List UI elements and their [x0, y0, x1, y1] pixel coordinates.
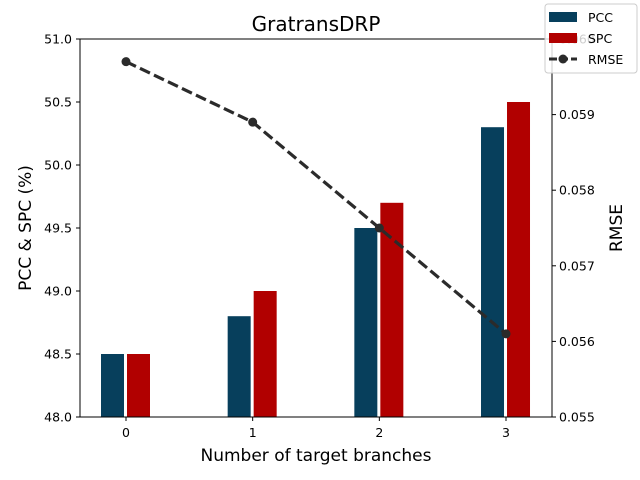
y2-axis-label: RMSE: [607, 204, 627, 252]
y2-tick-label-0.057: 0.057: [559, 258, 595, 273]
y2-tick-label-0.056: 0.056: [559, 334, 595, 349]
y-tick-label-48.5: 48.5: [44, 347, 72, 362]
rmse-line: [125, 60, 508, 336]
y-tick-label-51.0: 51.0: [44, 32, 72, 47]
bar-spc-0: [127, 354, 150, 417]
rmse-point-0: [121, 57, 131, 67]
bar-spc-3: [507, 102, 531, 417]
legend-swatch-pcc: [549, 12, 577, 22]
x-tick-label-3: 3: [502, 425, 510, 440]
bar-spc-2: [380, 202, 404, 417]
bar-pcc-0: [101, 354, 124, 417]
y-axis-left: 48.0 48.5 49.0 49.5 50.0 50.5 51.0: [44, 32, 80, 425]
bar-pcc-1: [227, 316, 251, 417]
legend: PCC SPC RMSE: [544, 3, 638, 74]
x-axis-label: Number of target branches: [201, 446, 432, 466]
chart-title: GratransDRP: [252, 12, 381, 36]
rmse-line-group: [121, 57, 511, 339]
bar-group: [101, 102, 531, 417]
x-tick-label-2: 2: [375, 425, 383, 440]
bar-spc-1: [253, 291, 277, 417]
x-axis: 0 1 2 3: [122, 417, 510, 440]
y-axis-label: PCC & SPC (%): [16, 165, 36, 291]
y-tick-label-49.0: 49.0: [44, 284, 72, 299]
y2-tick-label-0.059: 0.059: [559, 107, 595, 122]
legend-marker-rmse: [558, 54, 568, 64]
y2-tick-label-0.058: 0.058: [559, 183, 595, 198]
legend-label-pcc: PCC: [588, 10, 613, 25]
rmse-point-1: [248, 117, 258, 127]
rmse-point-3: [501, 329, 511, 339]
legend-label-rmse: RMSE: [588, 52, 623, 67]
x-tick-label-1: 1: [249, 425, 257, 440]
bar-pcc-3: [481, 127, 505, 417]
bar-pcc-2: [354, 228, 378, 417]
y-tick-label-50.0: 50.0: [44, 158, 72, 173]
x-tick-label-0: 0: [122, 425, 130, 440]
legend-swatch-spc: [549, 33, 577, 43]
y-tick-label-49.5: 49.5: [44, 221, 72, 236]
legend-label-spc: SPC: [588, 31, 612, 46]
y-tick-label-48.0: 48.0: [44, 410, 72, 425]
rmse-point-2: [374, 223, 384, 233]
y-tick-label-50.5: 50.5: [44, 95, 72, 110]
y2-tick-label-0.055: 0.055: [559, 410, 595, 425]
